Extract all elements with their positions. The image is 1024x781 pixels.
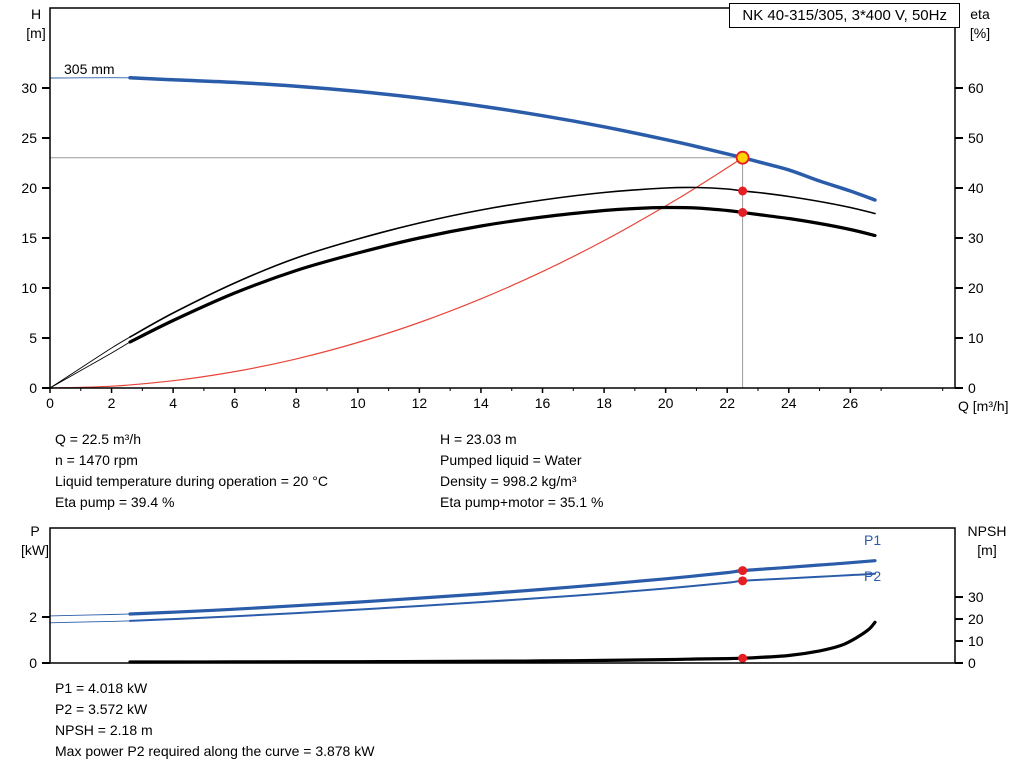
npsh-axis-label: NPSH [m]: [960, 522, 1014, 560]
left-axis-tick-label: 2: [29, 609, 37, 625]
info-speed-line: n = 1470 rpm: [55, 452, 138, 468]
left-axis-tick-label: 25: [21, 130, 37, 146]
x-axis-tick-label: 20: [658, 395, 674, 411]
p1-series-label: P1: [864, 532, 882, 548]
right-axis-tick-label: 40: [968, 180, 984, 196]
eta-axis-label: eta [%]: [958, 5, 1002, 43]
left-axis-tick-label: 10: [21, 280, 37, 296]
x-axis-tick-label: 6: [231, 395, 239, 411]
eta-pump-motor-leadin: [49, 341, 131, 389]
x-axis-tick-label: 8: [292, 395, 300, 411]
npsh-curve: [128, 620, 877, 664]
info-flow-line: Q = 22.5 m³/h: [55, 431, 141, 447]
left-axis-tick-label: 5: [29, 330, 37, 346]
head-305mm-curve: [128, 76, 877, 202]
head-axis-unit: [m]: [26, 25, 46, 41]
operating-point-dot: [738, 653, 748, 663]
eta-axis-unit: [%]: [969, 25, 991, 41]
x-axis-tick-label: 2: [108, 395, 116, 411]
power-axis-label: P [kW]: [14, 522, 56, 560]
x-axis-tick-label: 18: [596, 395, 612, 411]
right-axis-tick-label: 50: [968, 130, 984, 146]
x-axis-tick-label: 26: [843, 395, 859, 411]
info-density-line: Density = 998.2 kg/m³: [440, 473, 577, 489]
result-p1-line: P1 = 4.018 kW: [55, 680, 148, 696]
p1-power-leadin: [49, 613, 131, 617]
p2-power-curve: [129, 572, 876, 622]
p2-series-label: P2: [864, 568, 882, 584]
npsh-axis-name: NPSH: [967, 523, 1007, 539]
duty-info-right-column: H = 23.03 m Pumped liquid = Water Densit…: [440, 429, 603, 513]
p1-power-curve: [128, 559, 877, 616]
operating-point-dot: [738, 186, 748, 196]
head-axis-name: H: [30, 6, 42, 22]
right-axis-tick-label: 20: [968, 280, 984, 296]
right-axis-tick-label: 60: [968, 80, 984, 96]
left-axis-tick-label: 30: [21, 80, 37, 96]
left-axis-tick-label: 15: [21, 230, 37, 246]
result-block: P1 = 4.018 kW P2 = 3.572 kW NPSH = 2.18 …: [55, 678, 374, 762]
info-temperature-line: Liquid temperature during operation = 20…: [55, 473, 328, 489]
x-axis-tick-label: 10: [350, 395, 366, 411]
operating-point-dot: [738, 208, 748, 217]
info-eta-pump-motor-line: Eta pump+motor = 35.1 %: [440, 494, 604, 510]
npsh-axis-unit: [m]: [977, 542, 997, 558]
result-npsh-line: NPSH = 2.18 m: [55, 722, 153, 738]
eta-pump-curve: [129, 186, 876, 338]
x-axis-tick-label: 22: [719, 395, 735, 411]
x-axis-tick-label: 4: [169, 395, 177, 411]
power-axis-unit: [kW]: [21, 542, 49, 558]
result-max-power-line: Max power P2 required along the curve = …: [55, 743, 375, 759]
plot-frame: [49, 527, 956, 664]
pump-title-box: NK 40-315/305, 3*400 V, 50Hz: [729, 3, 960, 28]
x-axis-tick-label: 24: [781, 395, 797, 411]
x-axis-tick-label: 14: [473, 395, 489, 411]
x-axis-tick-label: 16: [535, 395, 551, 411]
x-axis-tick-label: 0: [46, 395, 54, 411]
operating-point-dot: [738, 566, 748, 576]
right-axis-tick-label: 0: [968, 380, 976, 396]
left-axis-tick-label: 0: [29, 655, 37, 671]
info-head-line: H = 23.03 m: [440, 431, 517, 447]
duty-info-left-column: Q = 22.5 m³/h n = 1470 rpm Liquid temper…: [55, 429, 328, 513]
right-axis-tick-label: 10: [968, 633, 984, 649]
right-axis-tick-label: 10: [968, 330, 984, 346]
system-curve-curve: [49, 157, 744, 389]
left-axis-tick-label: 20: [21, 180, 37, 196]
right-axis-tick-label: 0: [968, 655, 976, 671]
info-liquid-line: Pumped liquid = Water: [440, 452, 582, 468]
eta-axis-name: eta: [970, 6, 990, 22]
eta-pump-leadin: [49, 336, 131, 389]
left-axis-tick-label: 0: [29, 380, 37, 396]
x-axis-tick-label: 12: [412, 395, 428, 411]
power-axis-name: P: [30, 523, 40, 539]
right-axis-tick-label: 30: [968, 589, 984, 605]
eta-pump-motor-curve: [128, 205, 877, 344]
head-axis-label: H [m]: [16, 5, 56, 43]
duty-point-marker: [735, 150, 750, 165]
plot-frame: [49, 7, 956, 389]
info-eta-pump-line: Eta pump = 39.4 %: [55, 494, 175, 510]
right-axis-tick-label: 30: [968, 230, 984, 246]
result-p2-line: P2 = 3.572 kW: [55, 701, 148, 717]
right-axis-tick-label: 20: [968, 611, 984, 627]
flow-axis-label: Q [m³/h]: [958, 398, 1009, 414]
impeller-size-label: 305 mm: [64, 61, 115, 77]
operating-point-dot: [738, 576, 748, 586]
p2-power-leadin: [49, 620, 131, 624]
